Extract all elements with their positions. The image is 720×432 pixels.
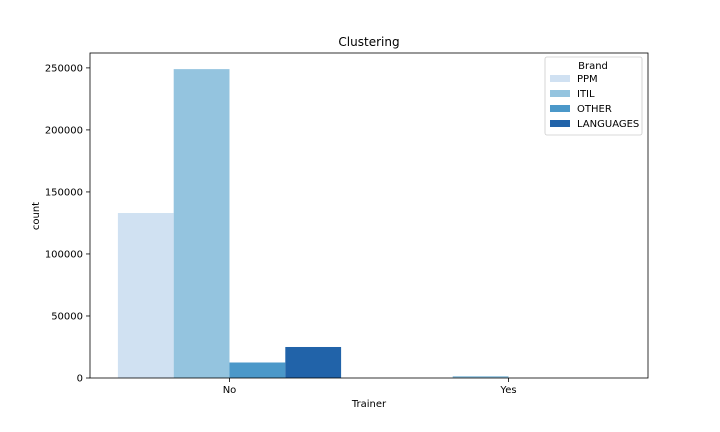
y-tick-label: 50000 (51, 311, 83, 322)
x-tick-label: No (223, 385, 237, 396)
plot-area-frame (89, 52, 649, 379)
y-tick-label: 0 (77, 374, 83, 385)
bar-itil-yes (452, 376, 509, 378)
bars-layer (117, 69, 509, 379)
y-axis-title: count (31, 202, 42, 230)
legend-label-ppm: PPM (577, 74, 598, 85)
bar-languages-no (285, 346, 342, 378)
bar-itil-no (173, 69, 230, 379)
legend-title: Brand (578, 61, 608, 72)
x-tick-label: Yes (499, 385, 516, 396)
x-axis: No Yes (223, 378, 517, 396)
y-tick-label: 200000 (45, 125, 83, 136)
legend: Brand PPM ITIL OTHER LANGUAGES (544, 56, 643, 136)
legend-label-languages: LANGUAGES (577, 119, 639, 130)
y-tick-label: 100000 (45, 249, 83, 260)
legend-swatch-languages (550, 120, 570, 127)
legend-items: PPM ITIL OTHER LANGUAGES (550, 74, 639, 130)
y-tick-label: 150000 (45, 187, 83, 198)
y-tick-label: 250000 (45, 63, 83, 74)
bar-ppm-no (117, 213, 174, 378)
x-axis-title: Trainer (351, 399, 387, 410)
legend-swatch-itil (550, 90, 570, 97)
legend-swatch-ppm (550, 75, 570, 82)
chart-title: Clustering (338, 35, 399, 49)
bar-other-no (229, 362, 286, 378)
y-axis: 0 50000 100000 150000 200000 250000 (45, 63, 90, 385)
legend-label-other: OTHER (577, 104, 612, 115)
legend-label-itil: ITIL (577, 89, 595, 100)
legend-swatch-other (550, 105, 570, 112)
